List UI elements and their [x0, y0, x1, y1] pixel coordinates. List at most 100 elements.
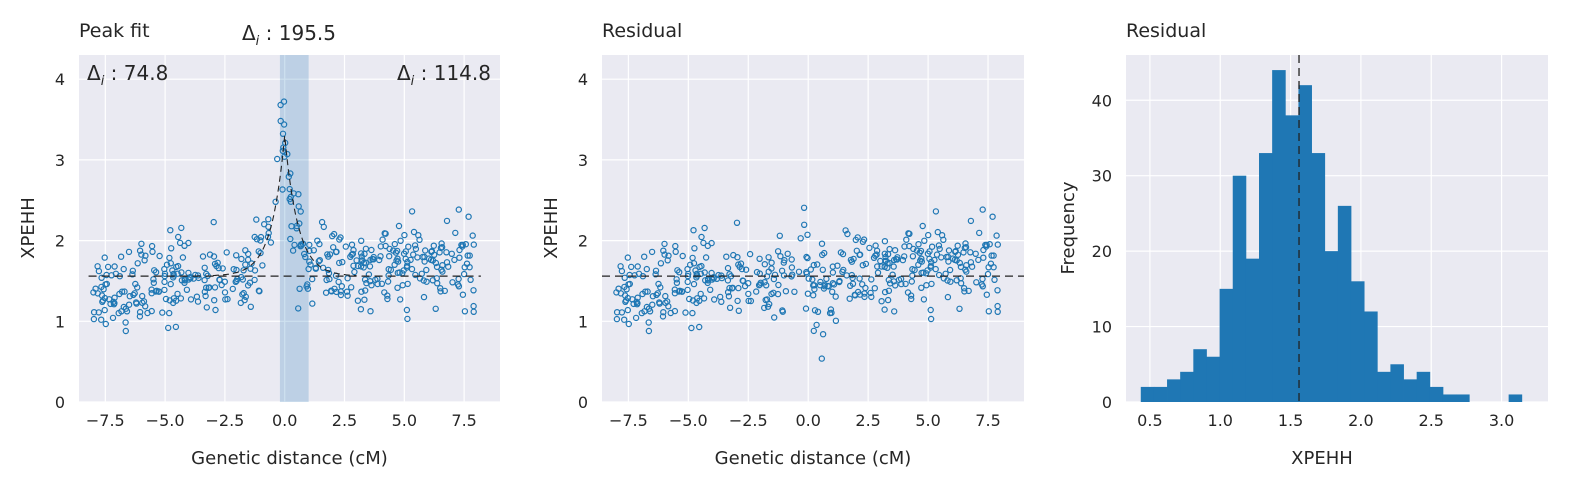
scatter-point [167, 260, 174, 267]
scatter-point [689, 309, 696, 317]
scatter-point [437, 288, 444, 295]
scatter-point [246, 279, 254, 286]
scatter-point [202, 292, 209, 300]
chart-title: Peak fit [79, 20, 150, 42]
scatter-point [287, 170, 294, 177]
scatter-point [870, 254, 878, 261]
scatter-point [968, 263, 976, 270]
scatter-point [684, 286, 691, 294]
scatter-point [834, 262, 841, 269]
scatter-point [212, 306, 219, 314]
scatter-point [187, 296, 195, 303]
scatter-point [717, 293, 724, 301]
scatter-point [323, 276, 330, 284]
scatter-point [867, 289, 874, 297]
histogram-bar [1324, 251, 1339, 402]
scatter-point [990, 252, 997, 259]
scatter-point [422, 247, 429, 254]
scatter-point [351, 268, 358, 276]
y-ticks: 0 1 2 3 4 [55, 70, 65, 412]
scatter-point [810, 261, 818, 269]
scatter-point [696, 297, 703, 304]
scatter-point [891, 308, 898, 315]
scatter-point [928, 243, 936, 250]
scatter-point [150, 276, 157, 283]
scatter-point [109, 314, 117, 322]
x-tick-label: 2.0 [1348, 411, 1373, 430]
scatter-point [420, 293, 428, 301]
scatter-point [634, 294, 641, 301]
scatter-point [952, 247, 959, 255]
scatter-point [881, 306, 888, 313]
x-tick-label: −2.5 [729, 411, 768, 430]
histogram-bar [1416, 371, 1431, 402]
annotation-center: Δi : 195.5 [242, 21, 336, 49]
scatter-point [358, 257, 365, 264]
scatter-point [832, 317, 840, 324]
scatter-point [768, 259, 775, 266]
scatter-point [938, 231, 946, 239]
scatter-point [161, 286, 168, 294]
histogram-bar [1311, 153, 1326, 402]
x-tick-label: −5.0 [146, 411, 185, 430]
scatter-point [726, 271, 733, 278]
histogram-bar [1390, 364, 1404, 402]
histogram-bar [1259, 153, 1273, 402]
x-tick-label: −7.5 [86, 411, 125, 430]
histogram-bar [1153, 386, 1168, 402]
scatter-point [362, 287, 369, 294]
scatter-point [102, 320, 110, 328]
scatter-point [814, 261, 821, 268]
scatter-point [653, 291, 660, 299]
scatter-point [617, 263, 624, 270]
scatter-point [624, 254, 632, 261]
scatter-point [279, 147, 286, 154]
scatter-point [960, 249, 967, 256]
scatter-point [960, 285, 968, 292]
scatter-point [797, 235, 804, 242]
scatter-point [126, 293, 134, 300]
scatter-point [881, 288, 889, 296]
x-tick-label: 5.0 [915, 411, 940, 430]
scatter-point [613, 315, 621, 323]
scatter-point [994, 287, 1001, 294]
scatter-point [138, 240, 145, 247]
scatter-point [730, 251, 737, 259]
scatter-point [123, 308, 131, 315]
scatter-point [144, 309, 151, 317]
scatter-point [251, 276, 258, 284]
scatter-point [679, 252, 686, 260]
scatter-point [358, 237, 365, 244]
scatter-point [933, 251, 941, 258]
scatter-point [237, 299, 244, 307]
scatter-point [117, 253, 125, 260]
grid [79, 55, 500, 403]
scatter-point [129, 271, 136, 278]
histogram-bar [1508, 394, 1523, 402]
scatter-point [179, 254, 187, 261]
scatter-point [689, 297, 697, 304]
scatter-point [297, 242, 305, 249]
scatter-point [972, 250, 979, 257]
scatter-point [379, 236, 386, 243]
scatter-point [761, 279, 768, 286]
y-tick-label: 4 [578, 70, 588, 89]
scatter-point [830, 281, 838, 288]
scatter-point [337, 234, 344, 241]
scatter-point [291, 241, 298, 249]
scatter-point [423, 266, 430, 274]
scatter-point [889, 271, 896, 278]
scatter-point [928, 280, 935, 288]
scatter-point [423, 278, 430, 285]
scatter-point [780, 259, 788, 266]
scatter-point [438, 240, 445, 247]
scatter-point [707, 286, 714, 293]
scatter-point [691, 245, 698, 252]
scatter-point [415, 231, 422, 239]
scatter-point [856, 275, 863, 282]
scatter-point [279, 186, 286, 193]
scatter-point [432, 259, 440, 267]
scatter-point [120, 265, 127, 273]
scatter-point [818, 355, 826, 362]
scatter-point [445, 263, 452, 270]
